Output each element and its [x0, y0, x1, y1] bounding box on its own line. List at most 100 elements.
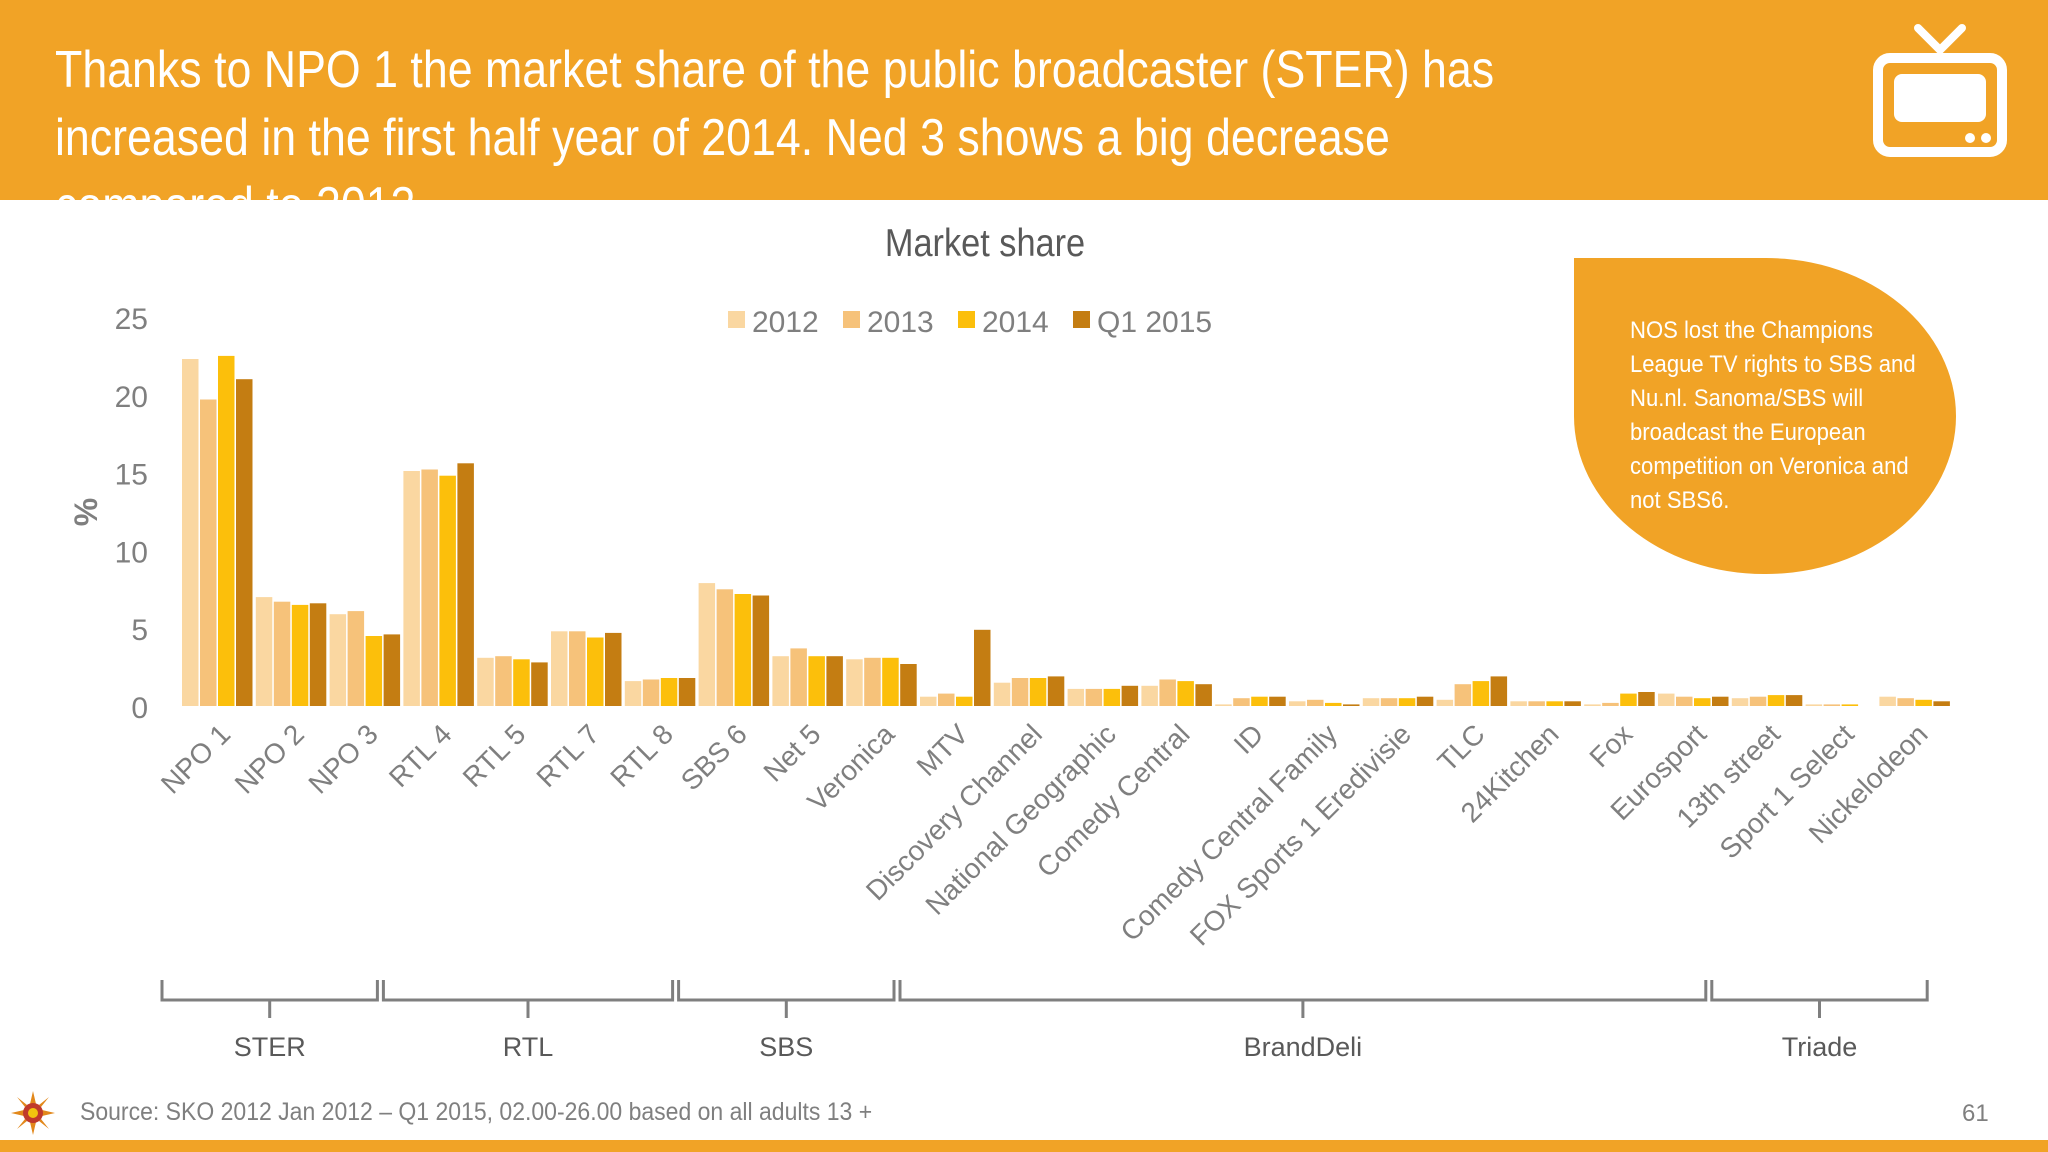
source-note: Source: SKO 2012 Jan 2012 – Q1 2015, 02.… [80, 1098, 873, 1126]
tv-icon [1873, 24, 2007, 157]
bar [1510, 701, 1527, 706]
group-label: BrandDeli [1244, 1032, 1363, 1062]
bar [403, 471, 420, 706]
y-tick-label: 15 [115, 459, 148, 492]
bar [495, 656, 512, 706]
bar [1307, 699, 1324, 706]
bar [309, 603, 327, 706]
bar [605, 632, 622, 706]
bar [1454, 684, 1472, 706]
legend-label: Q1 2015 [1097, 306, 1212, 339]
bar [1436, 699, 1454, 706]
y-axis-label: % [68, 498, 104, 526]
bar [551, 631, 568, 706]
group-bracket [381, 980, 675, 1018]
bar [439, 475, 456, 706]
bar [1767, 695, 1785, 706]
bar [956, 696, 973, 706]
bar [1121, 685, 1139, 706]
bar [660, 678, 678, 706]
group-label: RTL [503, 1032, 554, 1062]
bar [846, 659, 863, 706]
bar [200, 399, 217, 706]
bar [864, 657, 881, 706]
bar [698, 583, 716, 706]
bar [1047, 676, 1065, 706]
x-tick-label: RTL 4 [383, 718, 458, 793]
group-bracket [160, 980, 379, 1018]
group-bracket [677, 980, 896, 1018]
bar [1472, 681, 1490, 706]
group-label: STER [234, 1032, 306, 1062]
bar [808, 656, 825, 706]
bar [477, 657, 494, 706]
bar [531, 662, 548, 706]
bar [421, 469, 438, 706]
bar [291, 604, 309, 706]
bar [1785, 695, 1803, 706]
bar [1490, 676, 1508, 706]
bar [882, 657, 899, 706]
bar [1177, 681, 1194, 706]
bar [1233, 698, 1250, 706]
y-tick-label: 25 [115, 303, 148, 336]
legend-swatch [958, 311, 975, 328]
bar [920, 696, 937, 706]
bar [900, 664, 917, 706]
legend-label: 2014 [982, 306, 1049, 339]
page-number: 61 [1962, 1100, 1989, 1127]
legend-label: 2013 [867, 306, 934, 339]
bar [457, 463, 474, 706]
sun-logo-icon [11, 1091, 55, 1135]
bar [1749, 696, 1767, 706]
x-tick-label: ID [1228, 718, 1270, 760]
footer-bar [0, 1140, 2048, 1152]
bar [1215, 704, 1232, 706]
bar [1343, 704, 1360, 706]
bar [716, 589, 734, 706]
bar [1712, 696, 1729, 706]
bar [236, 379, 253, 706]
bar [993, 682, 1011, 706]
bar [1638, 692, 1655, 706]
bar [569, 631, 586, 706]
bar [1398, 698, 1416, 706]
y-tick-label: 20 [115, 381, 148, 414]
callout-text: NOS lost the Champions League TV rights … [1630, 317, 1916, 514]
bar [826, 656, 843, 706]
bar [1251, 696, 1268, 706]
bar [1362, 698, 1380, 706]
bar [1658, 693, 1675, 706]
bar [347, 611, 365, 706]
bar [1731, 698, 1749, 706]
group-bracket [1710, 980, 1929, 1018]
bar [1841, 704, 1859, 706]
bar [1159, 679, 1176, 706]
bar [734, 594, 752, 706]
bar [1528, 701, 1545, 706]
bar [1602, 702, 1619, 706]
bar [1620, 693, 1637, 706]
bar [1289, 701, 1306, 706]
bar [1933, 701, 1950, 706]
x-tick-label: TLC [1432, 718, 1491, 777]
bar [790, 648, 807, 706]
legend-swatch [1073, 311, 1090, 328]
group-label: Triade [1782, 1032, 1858, 1062]
x-tick-label: RTL 8 [604, 718, 679, 793]
group-label: SBS [759, 1032, 813, 1062]
bar [624, 681, 642, 706]
bar [1269, 696, 1286, 706]
group-bracket [898, 980, 1708, 1018]
bar [513, 659, 530, 706]
bar [1085, 688, 1103, 706]
x-tick-label: NPO 2 [229, 718, 310, 799]
bar [218, 355, 235, 706]
bar [587, 637, 604, 706]
bar [1897, 698, 1914, 706]
bar [974, 629, 991, 706]
bar [1195, 684, 1212, 706]
bar [273, 601, 291, 706]
header-bar [0, 0, 2048, 200]
